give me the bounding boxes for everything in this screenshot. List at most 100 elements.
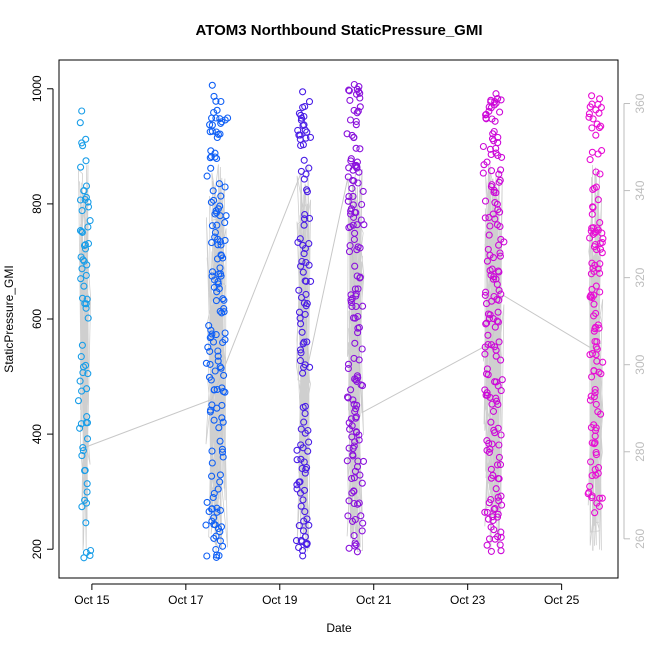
data-point [487,547,495,555]
data-point [348,422,356,430]
data-point [360,221,368,229]
x-tick-label: Oct 15 [74,593,110,607]
data-point [346,242,354,250]
data-point [202,359,210,367]
data-point [297,111,305,119]
data-point [491,429,499,437]
data-point [298,546,307,555]
data-point [76,227,85,235]
plot-frame [58,59,619,579]
data-point [357,381,365,389]
data-point [203,552,211,560]
data-point [359,302,367,310]
data-point [82,157,90,165]
data-point [483,508,491,516]
data-point [586,156,594,164]
data-point [487,418,495,426]
data-point [347,291,355,299]
data-point [208,239,216,247]
data-point [493,513,502,521]
data-point [351,162,359,170]
data-point [482,288,490,296]
data-point [217,119,225,127]
data-point [210,386,218,394]
data-point [302,277,310,285]
data-point [489,471,497,479]
data-point [293,456,301,464]
data-point [355,436,363,444]
data-point [496,208,504,216]
data-point [592,246,601,254]
data-point [355,499,363,507]
data-point [495,241,503,249]
data-point [491,215,499,223]
data-point [214,280,222,288]
data-point [208,114,216,122]
x-tick-label: Oct 25 [544,593,580,607]
data-point [301,533,309,541]
y-tick-label: 1000 [30,75,44,102]
data-point [207,147,215,155]
data-point [497,533,505,541]
data-point [303,300,311,308]
data-point [352,144,360,152]
data-point [484,310,492,318]
data-point [591,465,599,474]
data-point [344,394,352,402]
data-point [351,539,359,547]
data-point [79,447,87,455]
data-point [78,265,86,273]
data-point [86,551,94,560]
data-point [591,323,600,331]
data-point [299,103,307,111]
data-point [589,115,597,123]
data-point [350,177,358,185]
data-point [208,222,216,230]
data-point [210,416,218,424]
data-point [214,485,222,493]
data-point [493,295,501,304]
data-point [482,300,491,308]
data-point [585,113,593,121]
data-point [203,498,211,506]
data-point [498,501,506,509]
data-point [202,521,210,529]
data-point [298,257,306,266]
data-point [212,297,220,305]
data-point [83,261,91,269]
data-point [347,205,355,213]
data-point [359,457,368,465]
data-point [479,169,487,177]
data-point [590,367,598,375]
data-point [480,161,488,169]
data-point [595,324,603,332]
data-point [208,447,216,455]
data-point [221,329,229,337]
data-point [297,116,305,124]
data-point [353,401,361,409]
data-point [208,459,216,467]
x-axis: Oct 15 Oct 17 Oct 19 Oct 21 Oct 23 Oct 25 [74,583,580,607]
data-point [219,453,227,461]
data-point [345,86,353,94]
data-point [349,192,357,200]
data-point [78,228,86,236]
data-point [594,100,602,108]
data-point [358,479,366,487]
data-point [348,474,356,483]
data-point [593,357,601,365]
data-point [344,173,352,181]
data-point [299,444,307,452]
data-point [356,145,364,153]
data-point [489,516,497,525]
data-point [208,272,216,280]
x-axis-label: Date [326,621,352,635]
data-point [79,444,87,452]
data-point [213,508,221,516]
data-point [87,546,95,555]
data-point [497,356,505,364]
data-point [219,418,227,426]
data-point [293,485,301,493]
data-point [347,157,355,165]
